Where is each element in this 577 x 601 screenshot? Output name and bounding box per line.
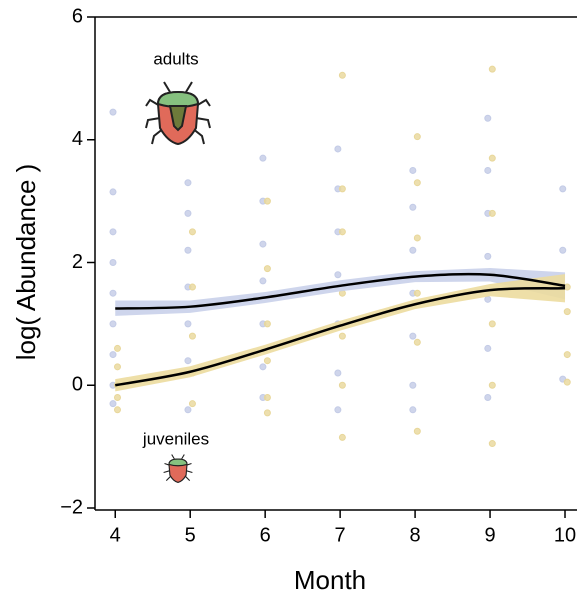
data-point [338, 433, 346, 441]
data-point [488, 65, 496, 73]
data-point [409, 332, 417, 340]
data-point [413, 289, 421, 297]
data-point [259, 240, 267, 248]
data-point [113, 363, 121, 371]
data-point [488, 320, 496, 328]
data-point [409, 203, 417, 211]
data-point [263, 320, 271, 328]
data-point [338, 381, 346, 389]
x-tick-label: 8 [410, 524, 421, 546]
data-point [484, 166, 492, 174]
data-point [259, 277, 267, 285]
data-point [563, 351, 571, 359]
data-point [488, 209, 496, 217]
juveniles-label: juveniles [142, 429, 209, 448]
data-point [113, 344, 121, 352]
data-point [563, 283, 571, 291]
x-tick-label: 9 [484, 524, 495, 546]
data-point [338, 332, 346, 340]
adults-label: adults [153, 49, 198, 68]
data-point [338, 71, 346, 79]
y-tick-label: 2 [72, 251, 83, 273]
data-point [488, 381, 496, 389]
y-tick-label: 0 [72, 374, 83, 396]
x-tick-label: 6 [260, 524, 271, 546]
data-point [109, 228, 117, 236]
data-point [109, 351, 117, 359]
y-tick-label: 4 [72, 128, 83, 150]
x-tick-label: 5 [185, 524, 196, 546]
data-point [184, 209, 192, 217]
data-point [188, 228, 196, 236]
data-point [413, 427, 421, 435]
fit-line [115, 287, 566, 387]
data-point [263, 197, 271, 205]
data-point [563, 378, 571, 386]
data-point [263, 357, 271, 365]
data-point [484, 114, 492, 122]
data-point [109, 289, 117, 297]
data-point [263, 265, 271, 273]
data-point [413, 179, 421, 187]
data-point [113, 394, 121, 402]
data-point [338, 185, 346, 193]
data-point [259, 363, 267, 371]
data-point [184, 246, 192, 254]
data-point [484, 344, 492, 352]
data-point [184, 179, 192, 187]
y-tick-label: −2 [60, 496, 83, 518]
data-point [484, 394, 492, 402]
data-point [188, 332, 196, 340]
data-point [559, 246, 567, 254]
data-point [188, 400, 196, 408]
data-point [409, 381, 417, 389]
data-point [184, 320, 192, 328]
data-point [413, 338, 421, 346]
data-point [488, 154, 496, 162]
data-point [413, 234, 421, 242]
data-point [563, 308, 571, 316]
juvenile-bug-icon [163, 454, 193, 483]
x-tick-label: 10 [554, 524, 576, 546]
data-point [109, 188, 117, 196]
y-tick-label: 6 [72, 5, 83, 27]
y-axis-label: log( Abundance ) [11, 164, 41, 361]
confidence-band [115, 268, 566, 316]
data-point [409, 246, 417, 254]
data-point [409, 166, 417, 174]
data-point [109, 400, 117, 408]
data-point [109, 320, 117, 328]
data-point [338, 228, 346, 236]
data-point [334, 369, 342, 377]
data-point [488, 440, 496, 448]
data-point [263, 409, 271, 417]
data-point [413, 133, 421, 141]
data-point [113, 406, 121, 414]
data-point [109, 259, 117, 266]
bug-icons [145, 81, 211, 483]
data-point [184, 357, 192, 365]
adult-bug-icon [145, 81, 211, 146]
data-point [559, 185, 567, 193]
data-point [409, 406, 417, 414]
data-point [484, 252, 492, 260]
fit-line [115, 272, 566, 310]
data-point [263, 394, 271, 402]
data-point [109, 108, 117, 116]
x-tick-label: 4 [110, 524, 121, 546]
data-point [334, 145, 342, 153]
data-point [334, 271, 342, 279]
data-point [188, 283, 196, 291]
data-point [184, 406, 192, 414]
x-tick-label: 7 [335, 524, 346, 546]
x-axis-label: Month [294, 565, 366, 595]
data-point [484, 295, 492, 303]
data-point [334, 406, 342, 414]
data-point [259, 154, 267, 162]
